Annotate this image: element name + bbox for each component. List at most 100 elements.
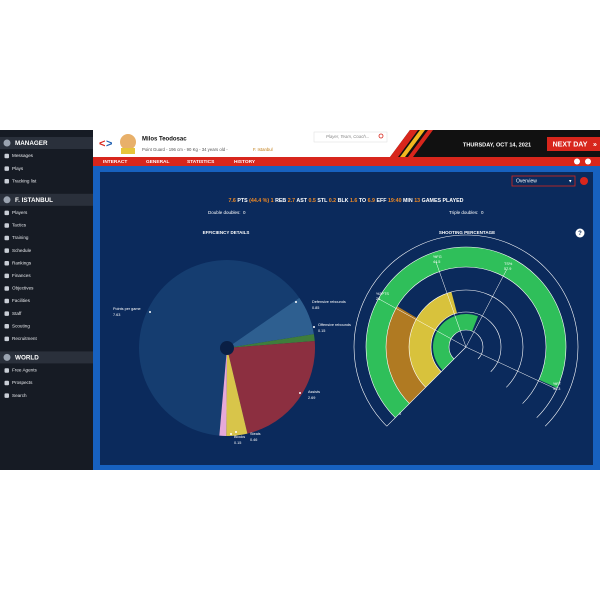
summary-label: STL [317, 198, 328, 204]
radial-guide [430, 311, 502, 372]
item-icon [4, 298, 9, 304]
radial-label: TS% [504, 262, 513, 266]
menu-item[interactable]: INTERACT [103, 159, 127, 165]
summary-label: MIN [403, 198, 413, 204]
label-dot [313, 326, 315, 328]
double-doubles-label: Double doubles: [208, 210, 241, 215]
back-arrow[interactable]: < [99, 138, 105, 150]
section-icon [3, 139, 11, 147]
item-icon [4, 393, 9, 398]
summary-value: 1 [271, 198, 274, 204]
item-icon [4, 286, 9, 291]
forward-arrow[interactable]: > [106, 138, 112, 150]
item-icon [4, 380, 9, 386]
sidebar-item[interactable]: Tactics [12, 223, 27, 228]
search-box[interactable] [313, 131, 388, 143]
summary-label: BLK [338, 198, 349, 204]
menu-item[interactable]: HISTORY [234, 159, 256, 165]
sidebar-section-title[interactable]: F. ISTANBUL [15, 197, 53, 204]
radial-label: %FT [553, 382, 562, 386]
radial-bar [432, 313, 479, 371]
pie-label: Offensive rebounds [318, 323, 351, 327]
item-icon [4, 223, 9, 228]
sidebar-item[interactable]: Finances [12, 273, 31, 278]
sidebar-item[interactable]: Search [12, 393, 27, 398]
sidebar-item[interactable]: Recruitment [12, 336, 37, 341]
pie-label: Blocks [234, 435, 245, 439]
view-select-label[interactable]: Overview [516, 178, 537, 184]
next-day-label[interactable]: NEXT DAY [553, 141, 588, 148]
item-icon [4, 368, 9, 373]
item-icon [4, 179, 9, 184]
sidebar [0, 130, 93, 470]
radial-bar [386, 306, 426, 404]
next-day-button[interactable] [547, 137, 600, 151]
sidebar-section-title[interactable]: MANAGER [15, 140, 48, 147]
item-icon [4, 261, 9, 266]
triple-doubles-value: 0 [481, 210, 484, 215]
summary-value: 1.6 [350, 198, 357, 204]
summary-label: GAMES PLAYED [422, 198, 464, 204]
menu-item[interactable]: GENERAL [146, 159, 170, 165]
section-icon [3, 353, 11, 361]
label-leader [435, 261, 467, 348]
help-icon-mark[interactable]: ? [578, 231, 582, 237]
sidebar-item[interactable]: Facilities [12, 298, 31, 303]
help-icon[interactable] [575, 228, 585, 238]
radial-value-label: 57.9 [504, 267, 511, 271]
menu-item[interactable]: STATISTICS [187, 159, 215, 165]
sidebar-item[interactable]: Scouting [12, 323, 30, 328]
radial-label: %FG [433, 255, 442, 259]
sidebar-section-title[interactable]: WORLD [15, 355, 39, 362]
summary-label: AST [296, 198, 307, 204]
item-icon [4, 273, 9, 279]
sidebar-item[interactable]: Training [12, 235, 29, 240]
sidebar-item[interactable]: Staff [12, 311, 22, 316]
sidebar-item[interactable]: Players [12, 210, 28, 215]
summary-label: TO [359, 198, 366, 204]
radial-label: %3PTS [376, 292, 389, 296]
item-icon [4, 336, 9, 342]
sidebar-item[interactable]: Plays [12, 166, 24, 171]
sidebar-item[interactable]: Schedule [12, 248, 32, 253]
search-placeholder[interactable]: Player, Team, Coach... [326, 134, 369, 139]
summary-label: REB [275, 198, 286, 204]
label-leader [465, 346, 557, 390]
sidebar-item[interactable]: Objectives [12, 286, 34, 291]
refresh-icon[interactable] [580, 177, 588, 185]
triple-doubles-label: Triple doubles: [449, 210, 478, 215]
pie-label: Steals [250, 432, 261, 436]
player-team[interactable]: F. Istanbul [253, 147, 273, 152]
pie-slice [139, 260, 300, 436]
label-dot [295, 301, 297, 303]
radial-guide [448, 329, 484, 360]
sidebar-item[interactable]: Free Agents [12, 368, 37, 373]
label-leader [378, 298, 467, 348]
player-info: Point Guard - 196 cm - 90 Kg - 34 years … [142, 147, 228, 152]
summary-value: 0.2 [329, 198, 336, 204]
pie-center [220, 341, 234, 355]
sidebar-section-header [0, 193, 93, 206]
sidebar-item[interactable]: Prospects [12, 380, 33, 385]
search-icon[interactable] [378, 133, 384, 139]
next-day-arrow[interactable]: » [593, 141, 597, 148]
view-select-caret[interactable]: ▾ [569, 178, 572, 184]
summary-value: 2.7 [288, 198, 295, 204]
pie-slice [227, 334, 315, 348]
pie-label: Assists [308, 390, 320, 394]
radial-value-label: 28 [376, 297, 380, 301]
sidebar-item[interactable]: Messages [12, 153, 34, 158]
menu-icon[interactable] [574, 158, 580, 165]
view-select[interactable] [511, 175, 576, 187]
summary-value: 0.5 [309, 198, 316, 204]
pie-slice [227, 340, 316, 434]
stripe-yellow [400, 130, 425, 157]
summary-label: EFF [376, 198, 387, 204]
menu-icon[interactable] [585, 158, 591, 165]
sidebar-item[interactable]: Rankings [12, 260, 32, 265]
pie-value-label: 2.69 [308, 396, 315, 400]
sidebar-item[interactable]: Tracking list [12, 178, 37, 183]
label-dot [230, 433, 232, 435]
item-icon [4, 311, 9, 316]
